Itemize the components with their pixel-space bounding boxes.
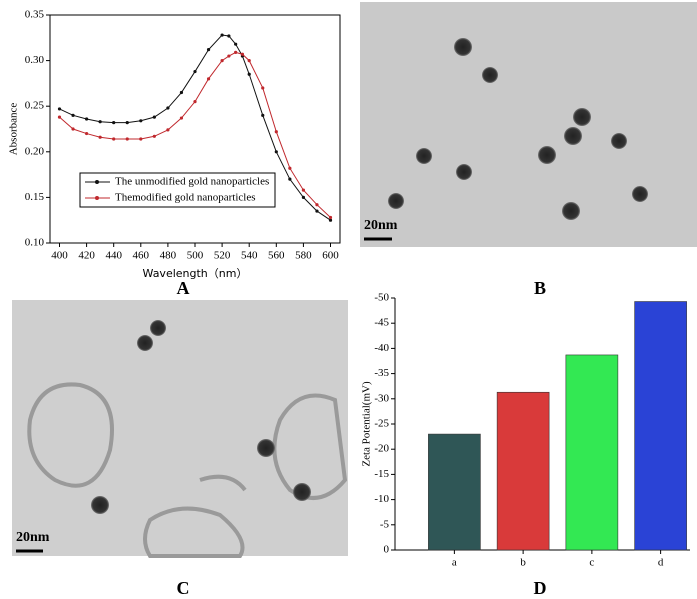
marker (98, 120, 102, 124)
tem-image-b: 20nm (360, 2, 697, 247)
y-tick-label: 0.30 (25, 54, 45, 66)
y-tick-label: -45 (374, 317, 389, 329)
marker (206, 77, 211, 81)
marker (84, 131, 89, 136)
marker (98, 135, 102, 139)
x-tick-label: 520 (214, 250, 231, 262)
legend-marker (95, 196, 99, 200)
marker (274, 150, 278, 154)
legend-label: The unmodified gold nanoparticles (115, 176, 269, 188)
panel-label: A (177, 278, 190, 298)
marker (227, 34, 231, 38)
y-tick-label: -5 (380, 518, 390, 530)
x-tick-label: b (520, 557, 526, 569)
marker (206, 48, 211, 52)
bar (565, 354, 619, 551)
marker (179, 90, 184, 95)
x-tick-label: a (452, 557, 457, 569)
y-tick-label: -40 (374, 342, 389, 354)
bar (428, 433, 481, 551)
marker (71, 127, 75, 131)
marker (328, 215, 333, 220)
y-tick-label: 0.10 (25, 237, 45, 249)
marker (112, 137, 116, 141)
bar (496, 391, 550, 551)
marker (57, 115, 62, 119)
x-tick-label: 400 (51, 250, 68, 262)
x-tick-label: d (658, 557, 664, 569)
marker (261, 113, 265, 117)
x-tick-label: 500 (187, 250, 204, 262)
y-axis-label: Absorbance (8, 103, 20, 156)
x-tick-label: 600 (322, 250, 339, 262)
marker (179, 116, 184, 120)
panel-label: B (534, 278, 546, 298)
y-tick-label: -35 (374, 367, 389, 379)
marker (139, 137, 143, 141)
marker (288, 166, 292, 170)
marker (220, 59, 224, 63)
scale-bar-label: 20nm (16, 530, 50, 545)
y-axis-label: Zeta Potential(mV) (361, 381, 373, 467)
marker (152, 134, 156, 138)
y-tick-label: -10 (374, 493, 389, 505)
marker (274, 130, 278, 134)
marker (125, 121, 129, 125)
x-tick-label: 560 (268, 250, 285, 262)
marker (152, 115, 156, 119)
y-tick-label: -25 (374, 418, 389, 430)
x-tick-label: 440 (105, 250, 122, 262)
marker (247, 72, 251, 76)
x-tick-label: 420 (78, 250, 95, 262)
y-tick-label: 0.15 (25, 191, 45, 203)
marker (57, 107, 62, 111)
marker (166, 128, 170, 132)
marker (240, 52, 245, 56)
y-tick-label: -20 (374, 443, 389, 455)
legend (79, 172, 276, 208)
marker (301, 188, 306, 192)
x-tick-label: 540 (241, 250, 258, 262)
marker (247, 59, 251, 63)
legend-label: Themodified gold nanoparticles (115, 192, 256, 204)
marker (315, 209, 319, 213)
x-tick-label: 480 (160, 250, 177, 262)
marker (328, 218, 333, 222)
marker (234, 50, 238, 54)
bar (634, 301, 687, 551)
marker (301, 195, 306, 199)
y-tick-label: 0.25 (25, 100, 45, 112)
x-tick-label: c (589, 557, 594, 569)
x-tick-label: 460 (133, 250, 150, 262)
x-axis-label: Wavelength（nm） (143, 267, 248, 280)
marker (315, 203, 319, 207)
y-tick-label: 0 (384, 544, 390, 556)
marker (166, 106, 170, 110)
marker (234, 42, 238, 46)
marker (193, 100, 197, 104)
x-tick-label: 580 (295, 250, 312, 262)
marker (193, 69, 197, 74)
y-tick-label: 0.35 (25, 9, 45, 21)
y-tick-label: -15 (374, 468, 389, 480)
legend-marker (95, 180, 99, 184)
marker (288, 177, 292, 181)
marker (84, 117, 89, 121)
marker (112, 121, 116, 125)
scale-bar-label: 20nm (364, 218, 398, 233)
panel-label: D (534, 578, 547, 598)
panel-label: C (177, 578, 190, 598)
marker (125, 137, 129, 141)
y-tick-label: 0.20 (25, 145, 45, 157)
tem-image-c: 20nm (12, 300, 348, 558)
marker (139, 119, 143, 123)
y-tick-label: -30 (374, 392, 389, 404)
y-tick-label: -50 (374, 292, 389, 304)
marker (71, 113, 75, 117)
marker (220, 33, 224, 37)
marker (261, 86, 265, 90)
marker (227, 54, 231, 58)
plot-frame (49, 14, 341, 244)
